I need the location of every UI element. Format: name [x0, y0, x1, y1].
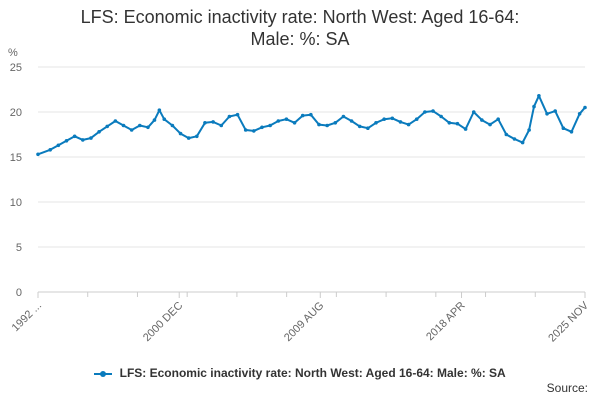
- data-point: [553, 109, 557, 113]
- data-point: [504, 132, 509, 137]
- data-point: [162, 117, 167, 121]
- y-tick-label: 15: [10, 152, 22, 164]
- data-point: [113, 119, 118, 123]
- data-point: [471, 110, 476, 114]
- data-point: [203, 121, 207, 125]
- data-point: [406, 122, 411, 127]
- data-point: [382, 117, 386, 121]
- data-point: [439, 114, 443, 119]
- data-point: [317, 122, 321, 127]
- data-point: [532, 104, 536, 109]
- y-tick-label: 25: [10, 62, 22, 74]
- legend-swatch: [94, 370, 113, 378]
- data-point: [447, 121, 452, 125]
- x-tick-label: 1992 ...: [10, 300, 44, 334]
- data-point: [455, 121, 460, 126]
- y-tick-label: 20: [10, 107, 22, 119]
- data-point: [366, 126, 370, 130]
- data-point: [537, 94, 541, 98]
- data-point: [72, 134, 77, 139]
- data-point: [211, 120, 215, 124]
- data-point: [496, 117, 500, 121]
- data-point: [260, 125, 264, 130]
- y-tick-label: 5: [16, 242, 22, 254]
- data-point: [390, 116, 395, 121]
- data-point: [423, 110, 427, 114]
- y-tick-label: 0: [16, 287, 22, 299]
- y-axis-label: %: [8, 47, 18, 59]
- data-point: [80, 138, 85, 142]
- data-point: [463, 127, 468, 131]
- data-point: [170, 123, 175, 128]
- y-tick-label: 10: [10, 197, 22, 209]
- data-point: [152, 118, 157, 122]
- data-point: [292, 121, 297, 125]
- data-point: [284, 117, 289, 121]
- data-point: [488, 122, 492, 127]
- data-point: [186, 136, 191, 140]
- data-point: [569, 130, 574, 134]
- data-point: [227, 114, 232, 119]
- data-point: [138, 123, 142, 128]
- data-point: [89, 136, 93, 140]
- data-point: [36, 152, 40, 157]
- source-label[interactable]: Source:: [546, 381, 588, 395]
- data-point: [48, 148, 53, 152]
- data-point: [146, 125, 150, 130]
- data-point: [349, 119, 354, 123]
- data-point: [577, 112, 582, 116]
- x-tick-label: 2025 NOV: [546, 299, 591, 344]
- data-point: [561, 126, 566, 130]
- data-point: [219, 123, 224, 128]
- data-point: [325, 123, 329, 128]
- data-point: [105, 124, 110, 129]
- data-point: [243, 128, 248, 132]
- data-point: [341, 114, 346, 119]
- data-point: [374, 121, 378, 125]
- data-point: [300, 113, 305, 118]
- data-point: [235, 112, 240, 117]
- x-tick-label: 2018 APR: [424, 300, 468, 344]
- data-point: [512, 137, 517, 141]
- data-point: [431, 109, 435, 113]
- data-point: [252, 129, 256, 133]
- x-tick-label: 2009 AUG: [282, 300, 326, 344]
- data-point: [309, 112, 313, 117]
- data-point: [157, 108, 162, 112]
- data-point: [97, 130, 101, 134]
- data-point: [121, 123, 126, 128]
- data-point: [178, 131, 183, 136]
- x-tick-label: 2000 DEC: [141, 300, 185, 344]
- data-point: [64, 139, 69, 143]
- data-point: [195, 134, 199, 139]
- data-point: [480, 118, 484, 122]
- data-point: [357, 124, 362, 129]
- data-point: [414, 117, 419, 121]
- chart-title-line-1: LFS: Economic inactivity rate: North Wes…: [80, 7, 520, 27]
- data-point: [545, 112, 549, 116]
- data-point: [527, 128, 531, 132]
- data-point: [398, 120, 403, 124]
- legend[interactable]: LFS: Economic inactivity rate: North Wes…: [0, 365, 600, 381]
- data-point: [268, 123, 272, 128]
- data-point: [276, 119, 281, 123]
- legend-label: LFS: Economic inactivity rate: North Wes…: [119, 366, 506, 380]
- data-point: [333, 121, 338, 125]
- series-line: [37, 94, 586, 156]
- data-point: [520, 140, 525, 145]
- chart-title-line-2: Male: %: SA: [250, 29, 350, 49]
- data-point: [583, 105, 587, 110]
- data-point: [129, 128, 134, 132]
- data-point: [56, 143, 61, 148]
- line-chart: 0 5 10 15 20 25% 1992 ... 2000 DEC 2009 AUG 2018 …: [8, 47, 592, 344]
- chart-title: LFS: Economic inactivity rate: North Wes…: [0, 6, 600, 50]
